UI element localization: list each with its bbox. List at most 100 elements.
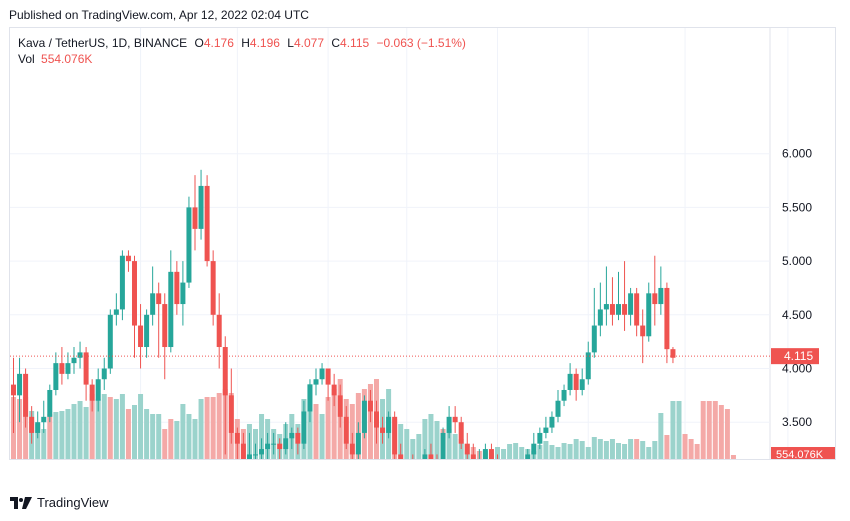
- candle-body: [658, 287, 664, 305]
- candle-body: [597, 309, 603, 326]
- volume-bar: [676, 401, 682, 459]
- volume-bar: [77, 401, 83, 459]
- volume-bar: [567, 444, 573, 459]
- volume-bar: [101, 394, 107, 459]
- volume-bar: [17, 399, 23, 459]
- candle-body: [567, 373, 573, 390]
- candle-body: [71, 357, 77, 364]
- candle-body: [337, 395, 343, 417]
- candle-body: [331, 384, 337, 396]
- candle-body: [83, 352, 89, 385]
- volume-bar: [83, 407, 89, 459]
- axis-badges: 4.115 554.076K: [771, 348, 835, 461]
- candle-body: [555, 400, 561, 417]
- legend-low-label: L: [287, 36, 294, 50]
- volume-bar: [452, 434, 458, 459]
- candle-body: [585, 352, 591, 380]
- volume-bar: [549, 445, 555, 459]
- candle-body: [53, 363, 59, 390]
- candle-body: [640, 325, 646, 337]
- candle-body: [398, 454, 404, 487]
- candle-body: [343, 416, 349, 444]
- candle-body: [452, 416, 458, 423]
- volume-bar: [664, 435, 670, 459]
- volume-bar: [585, 447, 591, 459]
- volume-bar: [41, 429, 47, 459]
- volume-bar: [216, 393, 222, 459]
- volume-bar: [210, 397, 216, 459]
- candle-body: [119, 255, 125, 310]
- volume-bar: [682, 434, 688, 459]
- volume-bar: [150, 414, 156, 459]
- price-badge: [771, 348, 819, 365]
- candle-body: [47, 389, 53, 417]
- volume-bar: [446, 429, 452, 459]
- volume-bar: [53, 412, 59, 459]
- legend-volume-row: Vol 554.076K: [18, 51, 466, 67]
- volume-bar: [416, 434, 422, 459]
- volume-bar: [543, 441, 549, 459]
- volume-bar: [186, 414, 192, 459]
- volume-bar: [652, 441, 658, 459]
- candle-body: [488, 449, 494, 466]
- volume-bar: [597, 439, 603, 459]
- candle-body: [192, 207, 198, 229]
- volume-bar: [125, 409, 131, 459]
- candle-body: [210, 261, 216, 315]
- candle-body: [277, 443, 283, 450]
- volume-badge: [771, 447, 835, 460]
- volume-bar: [119, 394, 125, 459]
- legend-change: −0.063 (−1.51%): [376, 36, 466, 50]
- volume-bar: [428, 414, 434, 459]
- candle-body: [579, 379, 585, 390]
- candle-body: [162, 304, 168, 348]
- volume-badge-label: 554.076K: [776, 449, 824, 459]
- candle-body: [65, 363, 71, 374]
- candle-body: [204, 185, 210, 262]
- candle-body: [325, 368, 331, 385]
- candle-body: [107, 314, 113, 369]
- tradingview-logo[interactable]: TradingView: [10, 495, 109, 510]
- volume-bar: [89, 394, 95, 459]
- candle-body: [440, 432, 446, 471]
- volume-bar: [616, 443, 621, 459]
- candle-body: [622, 304, 628, 315]
- volume-bar: [646, 447, 652, 459]
- volume-bar: [404, 429, 410, 459]
- candle-body: [289, 432, 295, 439]
- volume-bar: [724, 409, 730, 459]
- volume-bar: [700, 401, 706, 459]
- candle-body: [603, 304, 609, 310]
- candle-body: [77, 352, 83, 358]
- volume-bar: [628, 439, 634, 459]
- volume-bar: [198, 399, 204, 459]
- volume-bar: [658, 413, 664, 459]
- legend: Kava / TetherUS, 1D, BINANCE O4.176 H4.1…: [18, 35, 466, 67]
- candle-body: [228, 395, 234, 433]
- candle-body: [446, 416, 452, 433]
- candle-body: [609, 304, 615, 315]
- candle-body: [144, 314, 150, 348]
- candle-body: [17, 373, 23, 396]
- volume-bar: [688, 439, 694, 459]
- volume-bar: [398, 424, 404, 459]
- candle-body: [240, 443, 246, 460]
- candle-body: [428, 454, 434, 466]
- candle-body: [386, 416, 392, 433]
- candle-body: [380, 427, 386, 433]
- volume-bar: [156, 414, 162, 459]
- candle-body: [367, 400, 373, 412]
- candle-body: [464, 443, 470, 455]
- candle-body: [174, 271, 180, 305]
- volume-bar: [434, 421, 440, 459]
- legend-close: 4.115: [340, 36, 370, 50]
- chart-panel[interactable]: 6.0005.5005.0004.5004.0003.5003.0002.500…: [9, 27, 836, 498]
- candle-body: [222, 347, 228, 396]
- legend-low: 4.077: [293, 36, 325, 50]
- volume-bar: [555, 447, 561, 459]
- volume-bar: [144, 409, 150, 459]
- volume-bar: [718, 405, 724, 459]
- candle-body: [616, 304, 621, 315]
- candlestick-chart[interactable]: 6.0005.5005.0004.5004.0003.5003.0002.500…: [10, 28, 835, 498]
